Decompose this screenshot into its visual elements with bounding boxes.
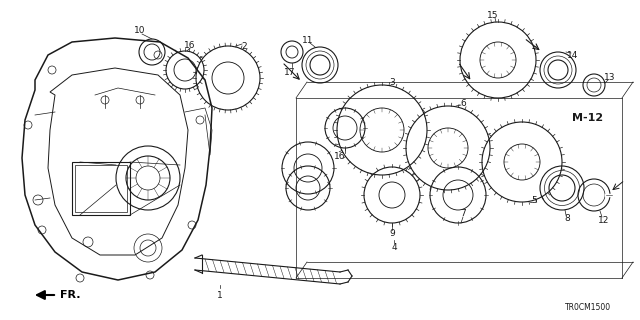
Text: 1: 1 <box>217 291 223 300</box>
Text: 10: 10 <box>134 26 146 35</box>
Text: 9: 9 <box>389 228 395 237</box>
Text: 17: 17 <box>284 68 296 76</box>
Text: TR0CM1500: TR0CM1500 <box>565 303 611 313</box>
Text: 8: 8 <box>564 213 570 222</box>
Text: 16: 16 <box>184 41 196 50</box>
Text: 15: 15 <box>487 11 499 20</box>
Text: 11: 11 <box>302 36 314 44</box>
Text: 12: 12 <box>598 215 610 225</box>
Text: 14: 14 <box>567 51 579 60</box>
Text: M-12: M-12 <box>572 113 604 123</box>
Text: 7: 7 <box>460 209 466 218</box>
Text: 4: 4 <box>391 243 397 252</box>
Text: 5: 5 <box>531 196 537 204</box>
Text: 13: 13 <box>604 73 616 82</box>
Text: 16: 16 <box>334 151 346 161</box>
Text: 6: 6 <box>460 99 466 108</box>
Text: FR.: FR. <box>60 290 81 300</box>
Text: 3: 3 <box>389 77 395 86</box>
Text: 2: 2 <box>241 42 247 51</box>
